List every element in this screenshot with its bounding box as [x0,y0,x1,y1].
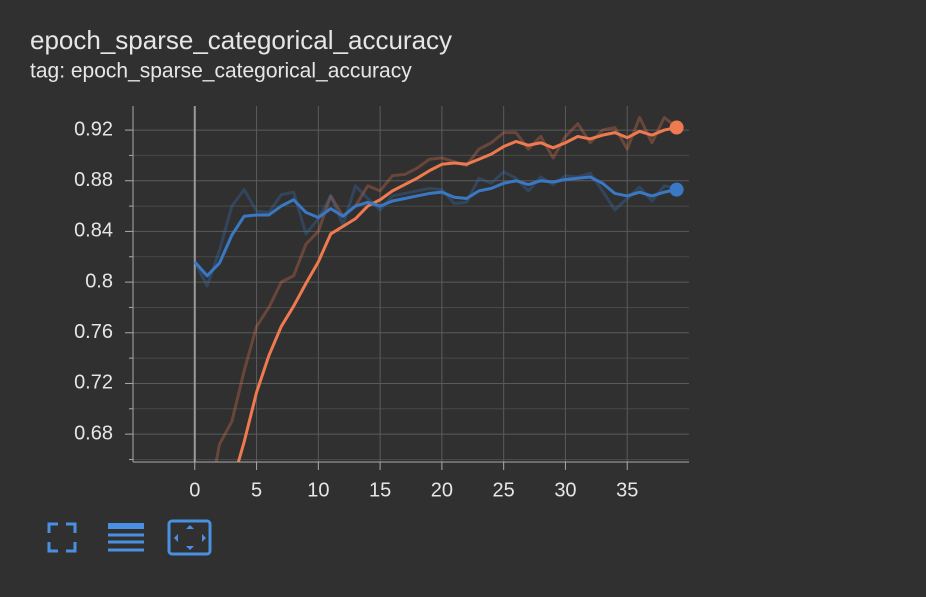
chart-subtitle: tag: epoch_sparse_categorical_accuracy [30,60,412,83]
x-tick-label: 30 [554,479,576,501]
y-tick-label: 0.8 [85,270,113,292]
y-tick-label: 0.72 [74,372,113,394]
x-tick-label: 25 [493,479,515,501]
x-tick-label: 5 [251,479,262,501]
y-tick-label: 0.84 [74,220,113,242]
y-tick-label: 0.68 [74,422,113,444]
x-tick-label: 15 [369,479,391,501]
x-tick-label: 35 [616,479,638,501]
fullscreen-icon[interactable] [47,522,77,553]
toolbar [47,519,212,556]
plot-area [193,115,678,462]
x-tick-label: 10 [307,479,329,501]
chart-title: epoch_sparse_categorical_accuracy [30,25,452,55]
log-scale-icon[interactable] [108,523,144,552]
end-marker [669,120,684,135]
x-tick-label: 0 [189,479,200,501]
x-tick-label: 20 [431,479,453,501]
grid [133,106,689,462]
series-line [193,170,677,288]
fit-domain-icon[interactable] [167,519,212,556]
y-tick-label: 0.76 [74,321,113,343]
y-tick-label: 0.92 [74,118,113,140]
series-line [193,175,677,278]
series-line [236,126,677,462]
y-tick-label: 0.88 [74,169,113,191]
end-marker [669,182,684,197]
axes: 0.92 0.88 0.84 0.8 0.76 0.72 0.68 0 5 10 15 20 25 30 3… [74,106,689,501]
